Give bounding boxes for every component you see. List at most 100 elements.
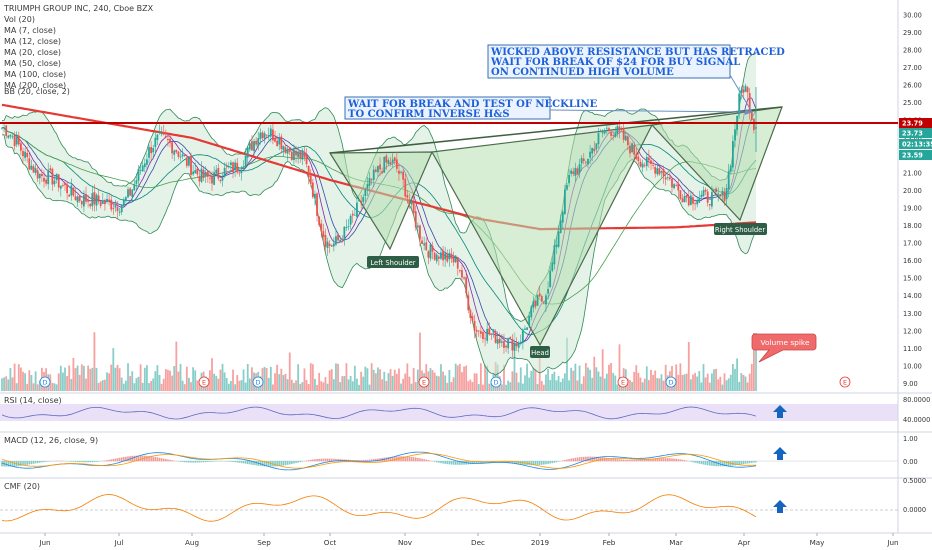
candle-body bbox=[532, 301, 535, 308]
volume-bar bbox=[696, 376, 699, 391]
candle-body bbox=[299, 150, 302, 158]
volume-bar bbox=[64, 367, 66, 391]
indicator-ma100[interactable]: MA (100, close) bbox=[4, 70, 66, 79]
candle-body bbox=[666, 177, 669, 179]
macd-histogram-bar bbox=[368, 459, 371, 462]
indicator-bb[interactable]: BB (20, close, 2) bbox=[4, 87, 70, 96]
volume-spike-callout[interactable]: Volume spike bbox=[751, 333, 817, 363]
volume-bar bbox=[171, 375, 174, 391]
macd-histogram-bar bbox=[414, 457, 417, 462]
candle-body bbox=[280, 136, 283, 149]
head-label[interactable]: Head bbox=[530, 346, 550, 358]
volume-bar bbox=[36, 384, 39, 391]
macd-histogram-bar bbox=[427, 460, 430, 462]
macd-histogram-bar bbox=[106, 460, 108, 462]
volume-bar bbox=[219, 369, 222, 391]
left-shoulder-label[interactable]: Left Shoulder bbox=[367, 256, 419, 268]
candle-body bbox=[427, 251, 430, 258]
indicator-ma7[interactable]: MA (7, close) bbox=[4, 26, 56, 35]
price-tick: 27.00 bbox=[903, 64, 922, 72]
price-tick: 12.00 bbox=[903, 327, 922, 335]
volume-bar bbox=[93, 332, 96, 391]
volume-bar bbox=[213, 373, 216, 391]
candle-body bbox=[223, 167, 226, 177]
candle-body bbox=[601, 132, 604, 134]
volume-bar bbox=[377, 367, 379, 391]
candle-body bbox=[57, 174, 60, 188]
cmf-title[interactable]: CMF (20) bbox=[4, 482, 40, 491]
candle-body bbox=[570, 170, 573, 174]
indicator-ma200[interactable]: MA (200, close) bbox=[4, 81, 66, 90]
candle-body bbox=[656, 168, 659, 175]
volume-bar bbox=[68, 365, 71, 391]
volume-bar bbox=[597, 371, 600, 391]
candle-body bbox=[122, 199, 125, 207]
indicator-ma20[interactable]: MA (20, close) bbox=[4, 48, 61, 57]
volume-bar bbox=[643, 378, 646, 391]
macd-histogram-bar bbox=[585, 456, 587, 462]
candle-body bbox=[167, 138, 169, 141]
volume-bar bbox=[240, 380, 243, 391]
candle-body bbox=[557, 231, 560, 247]
rsi-title[interactable]: RSI (14, close) bbox=[4, 396, 62, 405]
indicator-ma50[interactable]: MA (50, close) bbox=[4, 59, 61, 68]
volume-bar bbox=[223, 372, 226, 391]
volume-bar bbox=[404, 373, 407, 391]
volume-bar bbox=[412, 367, 415, 391]
candle-body bbox=[314, 193, 316, 199]
candle-body bbox=[118, 211, 121, 213]
candle-body bbox=[431, 245, 434, 252]
volume-bar bbox=[351, 381, 354, 391]
volume-bar bbox=[290, 379, 293, 391]
volume-bar bbox=[387, 373, 390, 391]
volume-bar bbox=[591, 377, 594, 391]
volume-bar bbox=[561, 378, 564, 391]
macd-histogram-bar bbox=[576, 457, 579, 462]
macd-histogram-bar bbox=[564, 459, 566, 462]
macd-histogram-bar bbox=[664, 458, 667, 462]
macd-axis-tick-1: 1.00 bbox=[903, 435, 918, 443]
volume-bar bbox=[738, 381, 741, 391]
macd-histogram-bar bbox=[389, 456, 392, 462]
resistance-callout[interactable]: WICKED ABOVE RESISTANCE BUT HAS RETRACED… bbox=[487, 44, 785, 113]
macd-histogram-bar bbox=[677, 459, 680, 462]
indicator-vol[interactable]: Vol (20) bbox=[4, 15, 35, 24]
macd-histogram-bar bbox=[708, 461, 711, 466]
volume-bar bbox=[324, 377, 327, 391]
candle-body bbox=[236, 162, 239, 173]
volume-bar bbox=[641, 382, 644, 391]
date-tick: Nov bbox=[398, 538, 413, 547]
price-tick: 13.00 bbox=[903, 310, 922, 318]
candle-body bbox=[412, 202, 415, 214]
volume-bar bbox=[62, 372, 64, 391]
volume-bar bbox=[116, 364, 119, 391]
macd-histogram-bar bbox=[690, 461, 692, 462]
earnings-marker-icon bbox=[839, 376, 851, 388]
macd-histogram-bar bbox=[738, 461, 740, 465]
macd-histogram-bar bbox=[244, 461, 247, 464]
candle-body bbox=[311, 182, 314, 198]
candle-body bbox=[219, 180, 222, 182]
volume-bar bbox=[345, 363, 348, 391]
macd-histogram-bar bbox=[230, 461, 232, 462]
volume-bar bbox=[112, 348, 115, 391]
right-shoulder-label[interactable]: Right Shoulder bbox=[714, 223, 767, 235]
neckline[interactable] bbox=[329, 106, 783, 154]
macd-title[interactable]: MACD (12, 26, close, 9) bbox=[4, 436, 98, 445]
candle-body bbox=[150, 146, 153, 154]
candle-body bbox=[377, 165, 379, 173]
macd-histogram-bar bbox=[652, 458, 654, 462]
date-axis[interactable]: Jun Jul Aug Sep Oct Nov Dec 2019 Feb Mar Apr May Jun bbox=[38, 533, 899, 547]
inverse-head-and-shoulders-pattern[interactable] bbox=[328, 106, 783, 347]
legend[interactable]: TRIUMPH GROUP INC, 240, Cboe BZX Vol (20… bbox=[3, 4, 154, 96]
macd-histogram-bar bbox=[81, 461, 83, 463]
macd-histogram-bar bbox=[740, 461, 743, 465]
neckline-callout[interactable]: WAIT FOR BREAK AND TEST OF NECKLINE TO C… bbox=[344, 96, 753, 120]
macd-histogram-bar bbox=[641, 459, 644, 462]
symbol-title[interactable]: TRIUMPH GROUP INC, 240, Cboe BZX bbox=[3, 4, 154, 13]
indicator-ma12[interactable]: MA (12, close) bbox=[4, 37, 61, 46]
volume-bar bbox=[91, 367, 94, 391]
volume-bar bbox=[9, 367, 12, 391]
